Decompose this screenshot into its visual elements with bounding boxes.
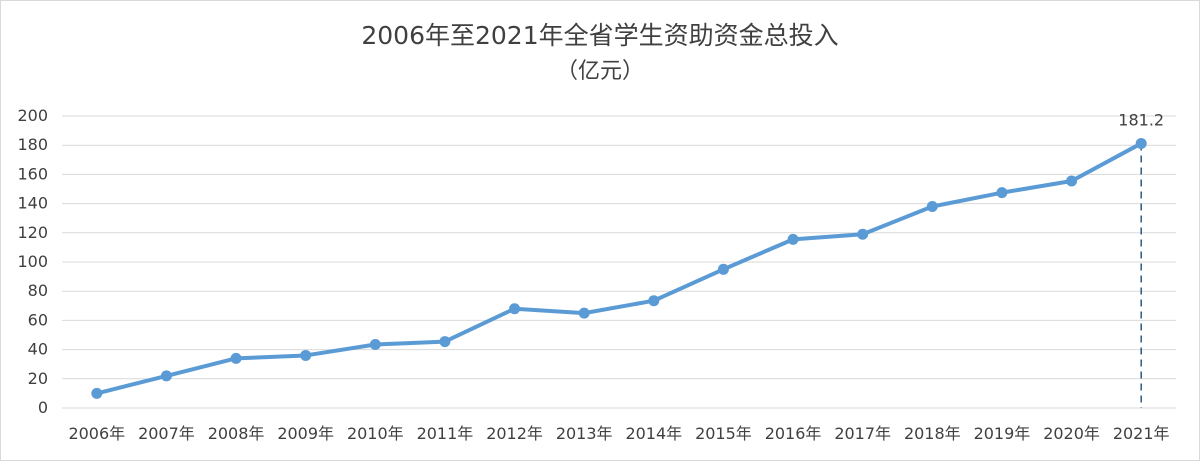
x-tick-label: 2018年 (904, 424, 961, 443)
y-tick-label: 100 (17, 252, 48, 271)
data-point-2020年 (1066, 175, 1078, 187)
x-tick-label: 2017年 (834, 424, 891, 443)
x-tick-label: 2019年 (974, 424, 1031, 443)
data-label-layer: 181.2 (1118, 110, 1164, 129)
grid-lines (62, 115, 1176, 409)
data-point-2007年 (160, 370, 172, 382)
chart-title: 2006年至2021年全省学生资助资金总投入 (361, 21, 838, 50)
data-point-2019年 (996, 187, 1008, 199)
series-line (94, 141, 1144, 396)
series-layer (91, 137, 1147, 399)
x-tick-label: 2007年 (138, 424, 195, 443)
data-point-2010年 (369, 338, 381, 350)
data-point-2009年 (300, 349, 312, 361)
x-tick-label: 2012年 (486, 424, 543, 443)
x-tick-label: 2016年 (765, 424, 822, 443)
x-axis: 2006年 2007年 2008年 2009年 2010年 2011年 2012年 2013年… (68, 424, 1169, 443)
x-tick-label: 2014年 (625, 424, 682, 443)
x-tick-label: 2008年 (208, 424, 265, 443)
x-tick-label: 2020年 (1043, 424, 1100, 443)
y-tick-label: 20 (28, 369, 48, 388)
data-point-2012年 (509, 303, 521, 315)
x-tick-label: 2010年 (347, 424, 404, 443)
y-tick-label: 80 (28, 281, 48, 300)
x-tick-label: 2013年 (556, 424, 613, 443)
data-point-2018年 (926, 201, 938, 213)
data-point-2016年 (787, 233, 799, 245)
y-axis: 0 20 40 60 80 100 120 140 160 180 200 (17, 106, 48, 417)
y-tick-label: 120 (17, 223, 48, 242)
data-point-2013年 (578, 307, 590, 319)
chart-subtitle: （亿元） (556, 59, 644, 84)
data-point-2014年 (648, 295, 660, 307)
data-point-2021年 (1135, 137, 1147, 149)
data-point-2015年 (717, 263, 729, 275)
y-tick-label: 40 (28, 340, 48, 359)
y-tick-label: 160 (17, 164, 48, 183)
x-tick-label: 2011年 (417, 424, 474, 443)
y-tick-label: 140 (17, 194, 48, 213)
data-label: 181.2 (1118, 110, 1164, 129)
x-tick-label: 2021年 (1113, 424, 1170, 443)
y-tick-label: 200 (17, 106, 48, 125)
x-tick-label: 2015年 (695, 424, 752, 443)
x-tick-label: 2009年 (277, 424, 334, 443)
y-tick-label: 60 (28, 310, 48, 329)
data-point-2006年 (91, 387, 103, 399)
x-tick-label: 2006年 (68, 424, 125, 443)
y-tick-label: 0 (38, 398, 48, 417)
data-point-2011年 (439, 336, 451, 348)
data-point-2017年 (857, 228, 869, 240)
y-tick-label: 180 (17, 135, 48, 154)
data-point-2008年 (230, 352, 242, 364)
